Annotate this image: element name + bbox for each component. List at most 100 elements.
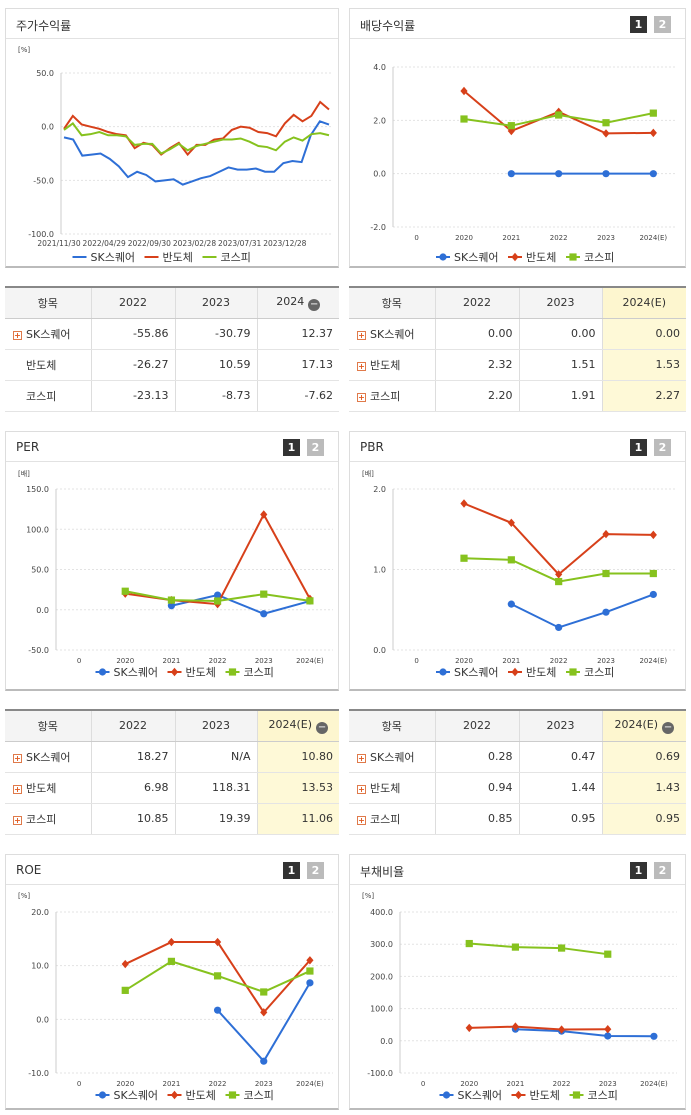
series-line: [469, 942, 608, 956]
debt-ratio-panel: 부채비율 1 2 [%] 400.0 300.0 200.0 100.0 0.0 -100…: [349, 854, 686, 1110]
data-point: [306, 979, 314, 987]
view-2-button[interactable]: 2: [307, 439, 324, 456]
expand-icon[interactable]: +: [357, 815, 366, 825]
legend-label: 코스피: [244, 666, 274, 679]
expand-icon[interactable]: +: [13, 815, 22, 825]
row-label: 반도체: [370, 358, 401, 372]
x-tick-label: 2023/12/28: [263, 239, 306, 248]
expand-icon[interactable]: +: [13, 330, 22, 340]
data-point: [511, 667, 519, 677]
data-point: [507, 122, 515, 130]
row-label: 반도체: [26, 358, 57, 372]
expand-icon[interactable]: +: [357, 784, 366, 794]
expand-icon[interactable]: +: [357, 392, 366, 402]
legend-label: 코스피: [584, 251, 614, 264]
x-tick-label: 2020: [455, 234, 473, 242]
legend-label: SK스퀘어: [454, 251, 499, 264]
table-row: + 반도체 2.32 1.51 1.53: [349, 349, 686, 381]
data-point: [649, 128, 657, 138]
data-point: [306, 967, 314, 975]
expand-icon[interactable]: +: [357, 753, 366, 763]
x-tick-label: 2022: [209, 657, 227, 665]
header-2024e-label: 2024(E): [614, 717, 659, 731]
x-tick-label: 2020: [116, 1080, 134, 1088]
y-tick-label: -100.0: [367, 1069, 393, 1078]
x-tick-label: 2022: [550, 657, 568, 665]
legend-label: SK스퀘어: [91, 251, 136, 264]
data-point: [555, 111, 563, 119]
table-row: + 코스피 10.85 19.39 11.06: [5, 803, 339, 835]
view-2-button[interactable]: 2: [654, 16, 671, 33]
data-point: [121, 959, 129, 969]
data-point: [170, 1090, 179, 1100]
view-2-button[interactable]: 2: [654, 439, 671, 456]
view-2-button[interactable]: 2: [307, 862, 324, 879]
cell-value: 13.53: [256, 772, 339, 804]
collapse-icon[interactable]: −: [308, 298, 321, 311]
collapse-icon[interactable]: −: [662, 721, 675, 734]
data-point: [511, 943, 520, 951]
data-point: [604, 1025, 612, 1034]
row-label: SK스퀘어: [26, 750, 71, 764]
header-item: 항목: [349, 287, 435, 319]
y-tick-label: 400.0: [370, 908, 393, 917]
cell-value: 12.37: [256, 318, 339, 350]
y-tick-label: 200.0: [370, 972, 393, 981]
data-point: [557, 944, 566, 952]
expand-icon[interactable]: +: [357, 361, 366, 371]
series-line: [63, 100, 330, 157]
y-tick-label: 1.0: [373, 566, 386, 575]
per-chart: 150.0 100.0 50.0 0.0 -50.0 0 2020 2021 2022 2023 2…: [26, 485, 333, 679]
x-tick-label: 2022/09/30: [128, 239, 171, 248]
view-1-button[interactable]: 1: [630, 16, 647, 33]
data-point: [260, 1057, 268, 1065]
data-point: [569, 253, 577, 261]
x-tick-label: 2024(E): [639, 657, 667, 665]
data-point: [213, 1006, 222, 1014]
collapse-icon[interactable]: −: [316, 721, 329, 734]
x-tick-label: 2021: [163, 1080, 181, 1088]
row-label: 반도체: [370, 781, 401, 795]
data-point: [98, 1091, 107, 1099]
view-1-button[interactable]: 1: [630, 439, 647, 456]
cell-value: 0.95: [601, 803, 686, 835]
data-point: [213, 937, 222, 947]
view-1-button[interactable]: 1: [630, 862, 647, 879]
y-unit-label: [%]: [362, 892, 375, 900]
data-point: [439, 668, 447, 676]
y-tick-label: 0.0: [373, 646, 386, 655]
header-2022: 2022: [434, 710, 519, 742]
panel-header: PER 1 2: [6, 432, 338, 462]
data-point: [602, 569, 610, 578]
data-point: [121, 587, 129, 595]
series-line: [515, 1028, 654, 1038]
row-label: 코스피: [370, 812, 401, 826]
data-point: [465, 1023, 473, 1033]
data-point: [511, 252, 519, 262]
view-1-button[interactable]: 1: [283, 439, 300, 456]
data-point: [260, 988, 268, 996]
data-point: [167, 957, 176, 965]
panel-header: PBR 1 2: [350, 432, 685, 462]
row-label: 코스피: [26, 812, 57, 826]
data-point: [465, 939, 473, 948]
y-tick-label: 2.0: [373, 485, 386, 494]
pbr-table: 항목 2022 2023 2024(E) − + SK스퀘어 0.28 0.47 0…: [349, 709, 686, 835]
y-tick-label: 50.0: [36, 69, 54, 78]
view-2-button[interactable]: 2: [654, 862, 671, 879]
y-tick-label: -100.0: [28, 230, 54, 239]
stock-return-table: 항목 2022 2023 2024− + SK스퀘어 -55.86 -30.79 …: [5, 286, 339, 412]
legend-label: SK스퀘어: [114, 666, 159, 679]
expand-icon[interactable]: +: [357, 330, 366, 340]
y-tick-label: -50.0: [33, 176, 54, 185]
cell-value: 1.43: [601, 772, 686, 804]
legend-label: 코스피: [588, 1089, 618, 1102]
expand-icon[interactable]: +: [13, 784, 22, 794]
table-row: + 반도체 0.94 1.44 1.43: [349, 772, 686, 804]
expand-icon[interactable]: +: [13, 753, 22, 763]
cell-value: 17.13: [256, 349, 339, 381]
dividend-table: 항목 2022 2023 2024(E) + SK스퀘어 0.00 0.00 0.…: [349, 286, 686, 412]
view-1-button[interactable]: 1: [283, 862, 300, 879]
data-point: [167, 602, 176, 610]
